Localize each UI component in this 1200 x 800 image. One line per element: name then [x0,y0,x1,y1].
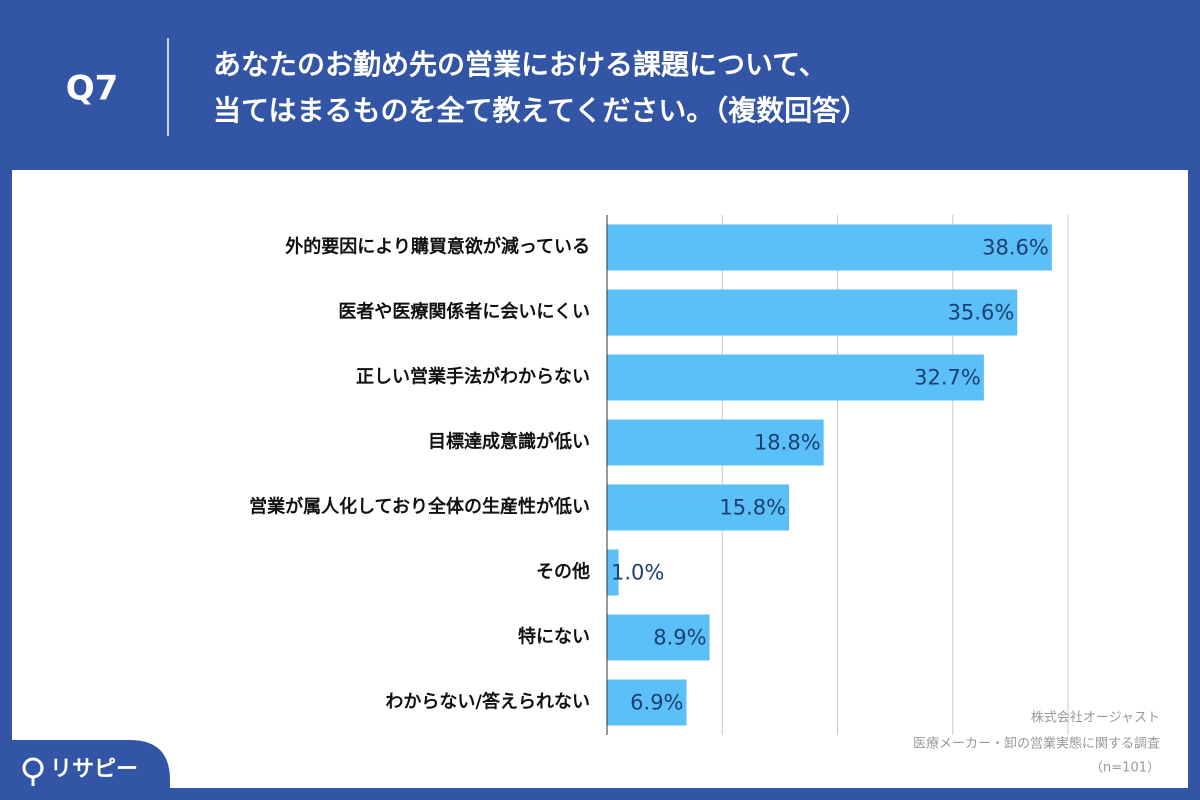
chart: 外的要因により購買意欲が減っている 38.6% 医者や医療関係者に会いにくい 35.6… [249,215,1069,735]
badge: Q7 [66,69,119,109]
value-label: 18.8% [754,431,821,455]
category-label: 特にない [518,626,590,648]
bar [607,679,687,726]
bar [607,549,619,596]
bar [607,289,1018,336]
source: 医療メーカー・卸の営業実態に関する調査 [913,736,1160,752]
logo: リサピー [50,757,138,782]
value-label: 6.9% [630,691,683,715]
category-label: わからない/答えられない [385,691,590,713]
value-label: 35.6% [948,301,1015,325]
value-label: 32.7% [914,366,981,390]
bar [607,224,1052,271]
bar [607,419,824,466]
category-label: 正しい営業手法がわからない [356,366,590,388]
category-label: 営業が属人化しており全体の生産性が低い [249,496,590,518]
value-label: 1.0% [611,561,664,585]
logo-tab [0,740,170,800]
category-label: 外的要因により購買意欲が減っている [285,236,590,258]
bar [607,484,790,531]
question-line: 当てはまるものを全て教えてください。（複数回答） [213,94,868,127]
bar [607,614,710,661]
bar [607,354,984,401]
panel [12,170,1188,788]
value-label: 8.9% [653,626,706,650]
source: （n=101） [1090,761,1160,776]
category-label: 目標達成意識が低い [428,431,590,453]
question-line: あなたのお勤め先の営業における課題について、 [213,48,827,81]
value-label: 38.6% [982,236,1049,260]
category-label: その他 [536,561,590,583]
value-label: 15.8% [719,496,786,520]
category-label: 医者や医療関係者に会いにくい [338,301,590,323]
source: 株式会社オージャスト [1031,710,1160,726]
